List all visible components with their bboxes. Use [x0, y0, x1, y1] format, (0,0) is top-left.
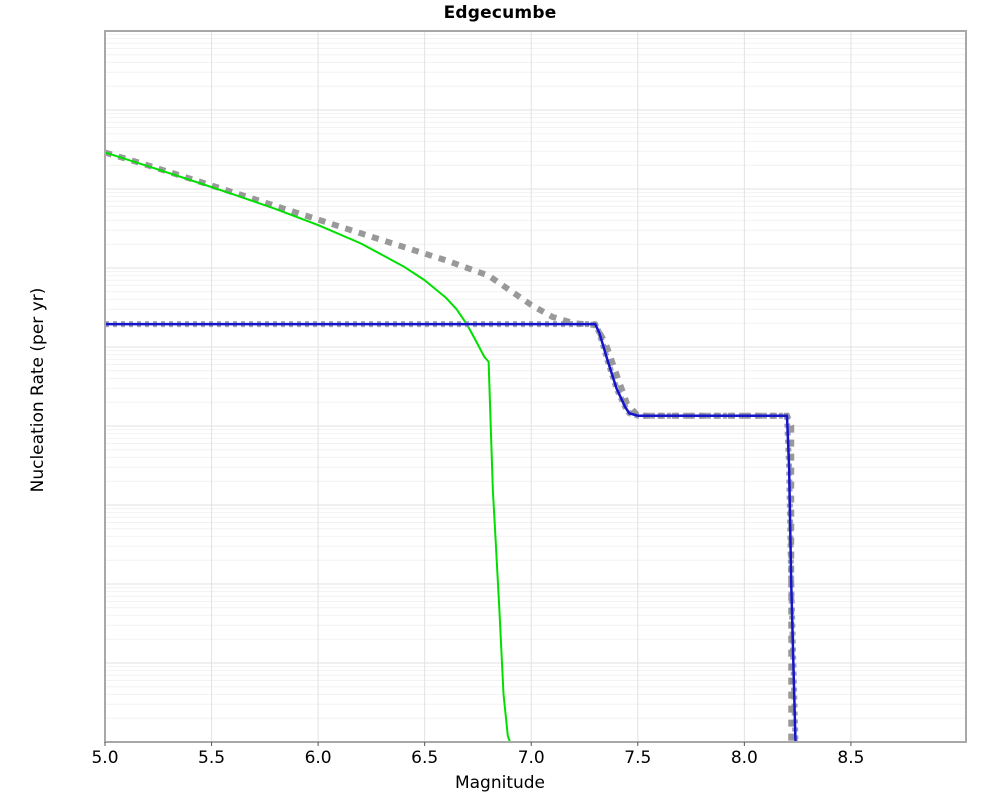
x-tick-label: 8.5 [837, 748, 865, 768]
x-tick-label: 8.0 [730, 748, 758, 768]
x-tick-label: 5.5 [198, 748, 226, 768]
x-tick-label: 7.0 [517, 748, 545, 768]
major-gridlines [105, 30, 966, 743]
x-tick-label: 7.5 [624, 748, 652, 768]
minor-gridlines [105, 34, 966, 719]
vertical-gridlines [211, 31, 852, 742]
x-axis-tick-marks [104, 742, 852, 746]
x-tick-label: 6.5 [411, 748, 439, 768]
x-axis-label: Magnitude [454, 773, 546, 793]
chart-title: Edgecumbe [443, 3, 557, 23]
data-series-layer [105, 149, 799, 742]
x-tick-label: 6.0 [304, 748, 332, 768]
series-line-1 [105, 151, 511, 742]
plot-border [104, 30, 967, 743]
plot-background [105, 31, 966, 742]
series-line-2 [105, 322, 798, 742]
x-tick-label: 5.0 [91, 748, 119, 768]
